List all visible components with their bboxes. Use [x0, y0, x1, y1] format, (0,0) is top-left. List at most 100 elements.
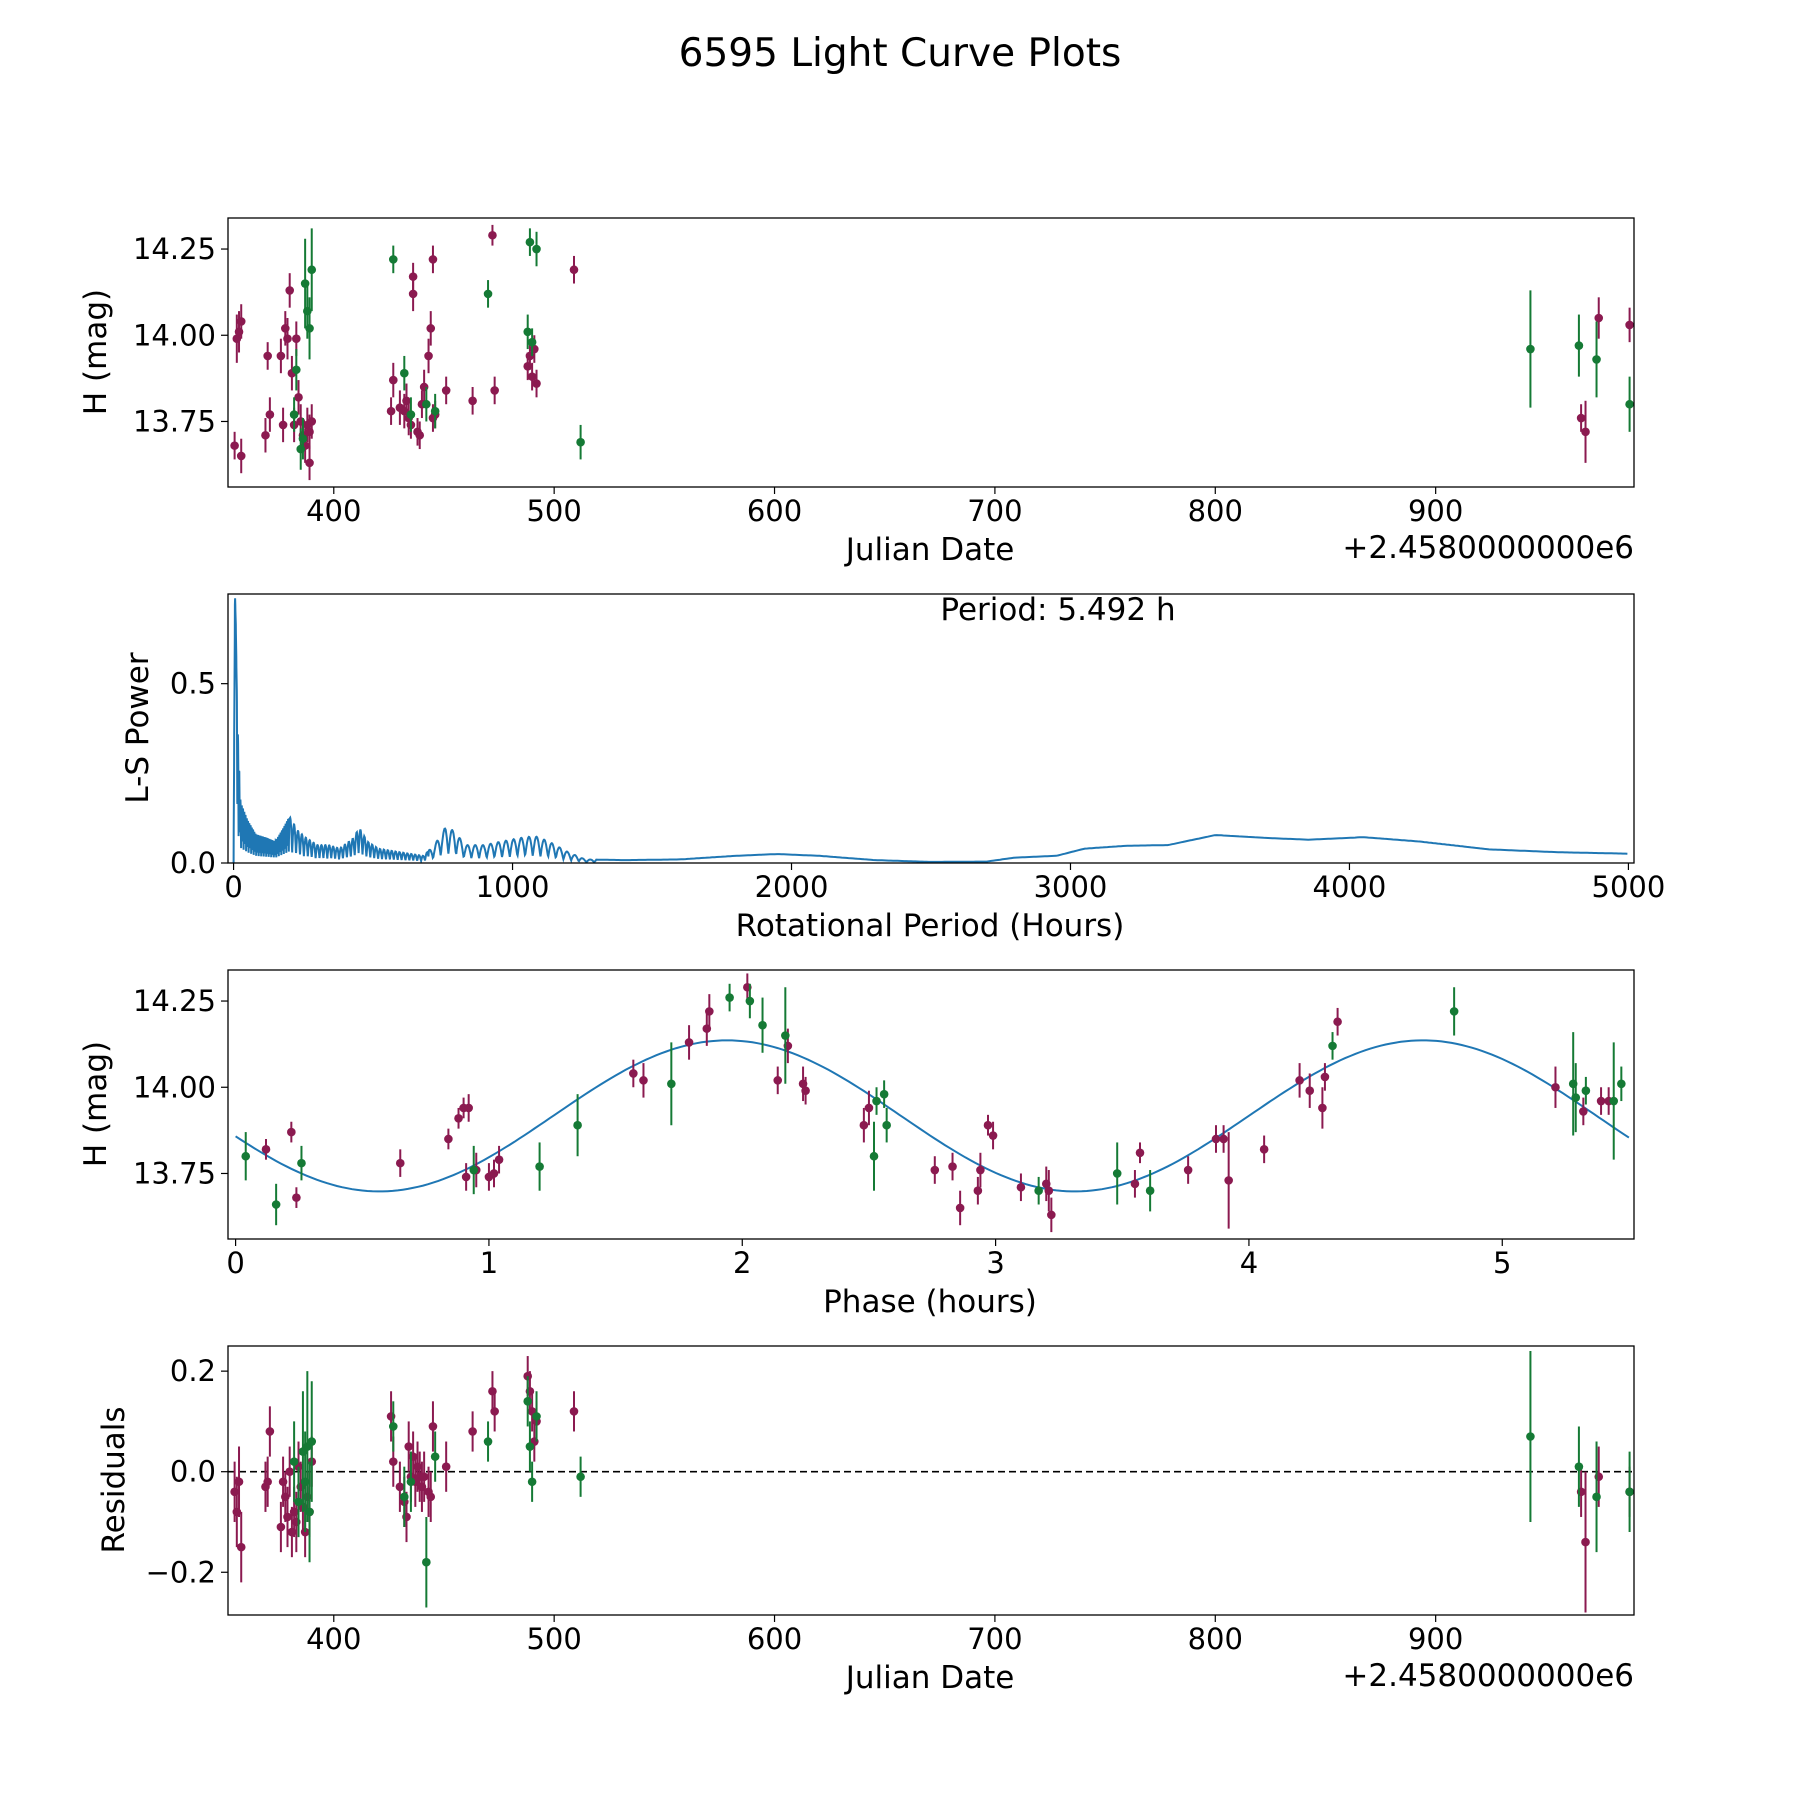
marker [283, 1512, 292, 1522]
phased-y-tick-label: 13.75 [133, 1156, 216, 1190]
data-point [948, 1152, 957, 1181]
data-point [1016, 1173, 1026, 1202]
data-point [576, 424, 585, 460]
marker [527, 337, 537, 347]
marker [745, 996, 755, 1006]
data-point [488, 224, 497, 246]
marker [1333, 1017, 1342, 1027]
marker [1617, 1079, 1626, 1089]
data-point [1574, 1426, 1584, 1507]
data-point [573, 1094, 582, 1157]
marker [1574, 1462, 1584, 1471]
marker [441, 386, 451, 395]
data-point [1574, 314, 1584, 377]
marker [419, 1472, 429, 1482]
marker [1581, 1086, 1591, 1096]
marker [444, 1134, 453, 1144]
phased-y-tick-label: 14.25 [133, 984, 216, 1018]
data-point [422, 1516, 431, 1608]
marker [525, 1442, 535, 1451]
data-point [758, 997, 767, 1053]
data-point [426, 311, 436, 346]
data-point [469, 1145, 479, 1195]
marker [428, 255, 438, 264]
phased-y-label: H (mag) [78, 1041, 114, 1167]
data-point [468, 386, 477, 415]
marker [305, 324, 314, 333]
marker [234, 1477, 244, 1487]
data-point [489, 1159, 499, 1188]
data-point [265, 1406, 275, 1457]
marker [1581, 427, 1590, 437]
light_curve-frame [227, 217, 1635, 488]
data-point [976, 1152, 985, 1188]
data-point [667, 1042, 676, 1126]
light_curve-y-tick-label: 14.00 [133, 318, 216, 352]
data-point [1219, 1125, 1228, 1153]
marker [408, 289, 418, 299]
data-point [569, 255, 579, 284]
marker [535, 1162, 544, 1171]
marker [424, 351, 433, 361]
periodogram-y-tick-label: 0.5 [170, 667, 216, 701]
phased-light-curve-panel: Phase (hours) H (mag) 0 1 2 3 4 5 13.75 14.00 14… [78, 969, 1635, 1320]
data-point [261, 1138, 271, 1160]
marker [307, 417, 317, 426]
data-point [298, 418, 308, 460]
marker [276, 1522, 286, 1532]
periodogram-y-tick-label: 0.0 [170, 846, 216, 880]
marker [464, 1103, 473, 1113]
marker [1130, 1179, 1140, 1189]
light_curve-y-tick-label: 14.25 [133, 232, 216, 266]
marker [532, 1412, 541, 1421]
data-point [532, 1391, 541, 1442]
marker [395, 1482, 405, 1492]
data-point [1581, 400, 1590, 463]
marker [1211, 1134, 1221, 1144]
marker [705, 1007, 714, 1016]
marker [872, 1096, 881, 1106]
marker [488, 230, 497, 240]
phased-x-tick-label: 2 [733, 1246, 751, 1280]
data-point [527, 328, 537, 356]
data-point [535, 1142, 544, 1191]
periodogram-x-tick-label: 1000 [476, 870, 550, 904]
marker [1328, 1041, 1337, 1051]
data-point [305, 1461, 314, 1563]
data-point [415, 421, 425, 450]
residuals-y-tick-label: 0.2 [170, 1354, 216, 1388]
phased-x-tick-label: 0 [226, 1246, 244, 1280]
periodogram-x-tick-label: 5000 [1592, 870, 1666, 904]
marker [773, 1076, 783, 1085]
data-point [1034, 1176, 1043, 1205]
data-point [263, 342, 272, 370]
marker [294, 393, 303, 402]
data-point [408, 276, 418, 312]
data-point [305, 445, 314, 481]
marker [297, 1158, 306, 1168]
data-point [307, 404, 317, 439]
marker [430, 1452, 440, 1461]
residuals-x-offset: +2.4580000000e6 [1342, 1658, 1634, 1694]
periodogram-x-tick-label: 0 [224, 870, 242, 904]
marker [1576, 413, 1586, 423]
light-curve-panel: Julian Date +2.4580000000e6 H (mag) 400 5… [78, 217, 1635, 568]
marker [525, 237, 535, 247]
marker [294, 1497, 303, 1507]
marker [422, 399, 431, 409]
data-point [859, 1107, 869, 1143]
data-point [292, 349, 301, 391]
light_curve-plot-area: 400 500 600 700 800 900 13.75 14.00 14.25 [133, 217, 1635, 528]
data-point [1526, 290, 1535, 408]
data-point [1318, 1087, 1327, 1129]
data-point [1183, 1156, 1193, 1184]
marker [576, 1472, 585, 1482]
data-point [801, 1076, 810, 1105]
data-point [1581, 1076, 1591, 1105]
marker [307, 265, 317, 275]
marker [285, 286, 295, 295]
data-point [294, 380, 303, 415]
marker [388, 255, 398, 264]
marker [441, 1462, 451, 1471]
